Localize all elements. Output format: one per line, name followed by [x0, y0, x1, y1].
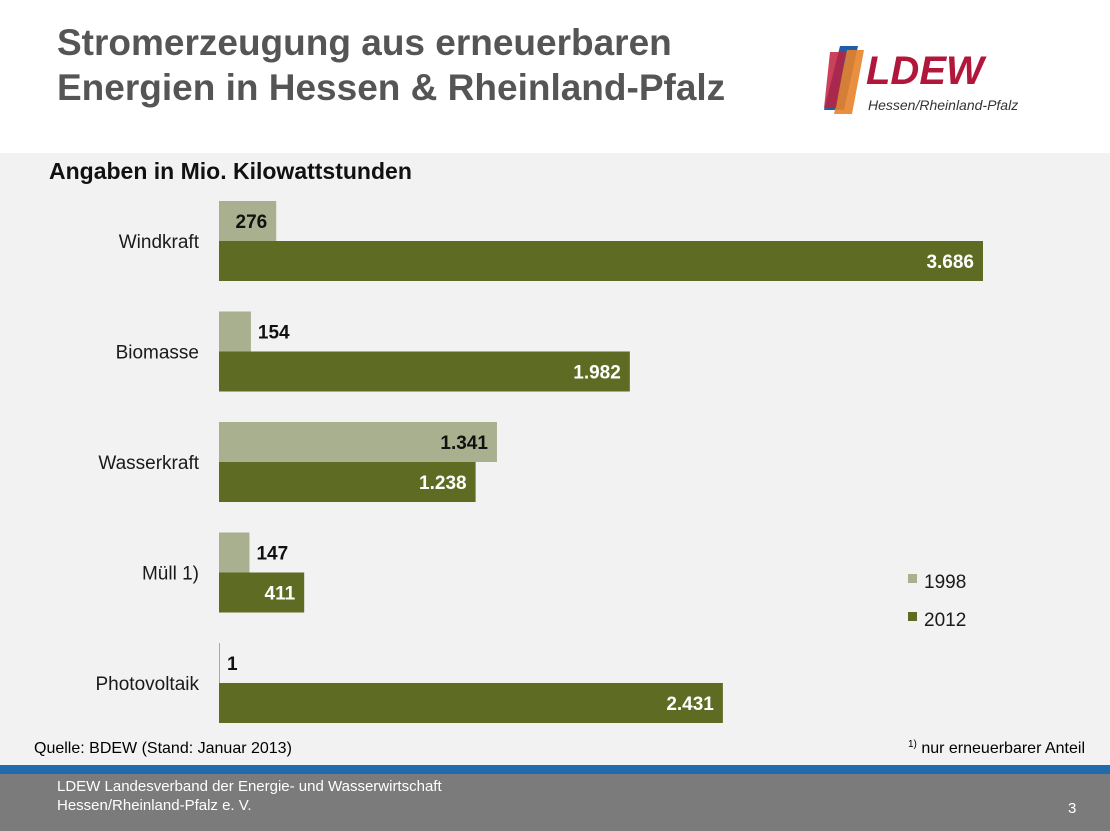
legend-swatch-1998	[908, 574, 917, 583]
footnote-text: nur erneuerbarer Anteil	[916, 740, 1085, 757]
chart-title: Angaben in Mio. Kilowattstunden	[49, 158, 412, 184]
footer-line-2: Hessen/Rheinland-Pfalz e. V.	[57, 797, 252, 814]
category-label: Biomasse	[116, 343, 199, 364]
legend-label-2012: 2012	[924, 610, 966, 631]
footnote-mark: 1)	[907, 739, 917, 750]
logo-subtext: Hessen/Rheinland-Pfalz	[868, 97, 1018, 113]
footer	[0, 774, 1110, 831]
logo-text: LDEW	[866, 49, 987, 93]
category-label: Windkraft	[119, 232, 200, 253]
data-label-2012: 2.431	[666, 694, 714, 715]
bar-2012	[219, 241, 983, 281]
bar-2012	[219, 683, 723, 723]
ldew-logo: LDEW Hessen/Rheinland-Pfalz	[824, 46, 1018, 114]
bar-chart: Windkraft 276 3.686 Biomasse 154 1.982 Wasserk…	[95, 201, 983, 723]
header: Stromerzeugung aus erneuerbaren Energien…	[0, 0, 1110, 153]
bar-2012	[219, 351, 630, 392]
data-label-1998: 154	[258, 323, 290, 344]
title-line-1: Stromerzeugung aus erneuerbaren	[57, 22, 672, 63]
category-label: Wasserkraft	[98, 453, 199, 474]
blue-divider	[0, 765, 1110, 774]
bar-1998	[219, 643, 220, 683]
data-label-2012: 1.982	[573, 363, 621, 384]
footer-text: LDEW Landesverband der Energie- und Wass…	[57, 777, 442, 815]
data-label-1998: 276	[236, 212, 268, 233]
legend-swatch-2012	[908, 612, 917, 621]
data-label-2012: 411	[265, 584, 296, 605]
category-label: Müll 1)	[142, 564, 199, 585]
logo-orange-shape	[834, 50, 864, 114]
page-title: Stromerzeugung aus erneuerbaren Energien…	[57, 20, 797, 110]
category-label: Photovoltaik	[95, 674, 199, 695]
logo-red-shape	[824, 52, 846, 108]
bar-2012	[219, 462, 476, 502]
bar-1998	[219, 201, 277, 241]
data-label-2012: 1.238	[419, 473, 467, 494]
title-line-2: Energien in Hessen & Rheinland-Pfalz	[57, 67, 726, 108]
bar-2012	[219, 572, 305, 613]
data-label-2012: 3.686	[926, 252, 974, 273]
source-note: Quelle: BDEW (Stand: Januar 2013)	[34, 740, 292, 757]
data-label-1998: 147	[256, 544, 288, 565]
footer-line-1: LDEW Landesverband der Energie- und Wass…	[57, 778, 442, 795]
bar-1998	[219, 422, 497, 462]
bar-1998	[219, 532, 250, 573]
data-label-1998: 1.341	[440, 433, 488, 454]
data-label-1998: 1	[227, 654, 238, 675]
footnote: 1) nur erneuerbarer Anteil	[908, 739, 1085, 758]
bar-1998	[219, 311, 251, 352]
legend-label-1998: 1998	[924, 572, 966, 593]
page-number: 3	[1068, 800, 1077, 817]
